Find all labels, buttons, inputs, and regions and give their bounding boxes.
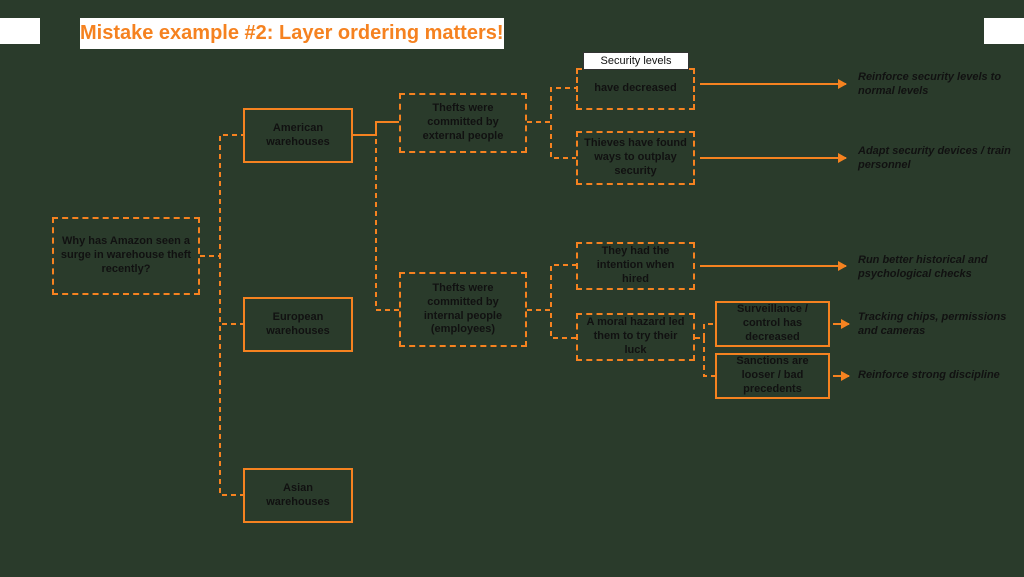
- corner-top-right: [984, 18, 1024, 44]
- annotation-a1: Reinforce security levels to normal leve…: [858, 71, 1013, 99]
- node-outplay: Thieves have found ways to outplay secur…: [576, 131, 695, 185]
- node-american: American warehouses: [243, 108, 353, 163]
- connector-5: [527, 88, 576, 122]
- node-internal: Thefts were committed by internal people…: [399, 272, 527, 347]
- node-intention: They had the intention when hired: [576, 242, 695, 290]
- slide-background: Mistake example #2: Layer ordering matte…: [0, 0, 1024, 577]
- connector-8: [527, 310, 576, 338]
- connector-1: [200, 256, 243, 324]
- security-levels-label: Security levels: [583, 52, 689, 70]
- arrow-r3: [700, 265, 846, 267]
- node-asian: Asian warehouses: [243, 468, 353, 523]
- annotation-a2: Adapt security devices / train personnel: [858, 145, 1013, 173]
- node-european: European warehouses: [243, 297, 353, 352]
- corner-top-left: [0, 18, 40, 44]
- annotation-a5: Reinforce strong discipline: [858, 369, 1013, 383]
- arrow-r2: [700, 157, 846, 159]
- node-moral: A moral hazard led them to try their luc…: [576, 313, 695, 361]
- node-external: Thefts were committed by external people: [399, 93, 527, 153]
- connector-0: [200, 135, 243, 256]
- connector-10: [695, 338, 715, 376]
- annotation-a4: Tracking chips, permissions and cameras: [858, 311, 1013, 339]
- annotation-a3: Run better historical and psychological …: [858, 254, 1013, 282]
- node-root: Why has Amazon seen a surge in warehouse…: [52, 217, 200, 295]
- node-sanctions: Sanctions are looser / bad precedents: [715, 353, 830, 399]
- arrow-r5: [833, 375, 849, 377]
- connector-2: [200, 256, 243, 495]
- connector-3: [353, 122, 399, 135]
- slide-title: Mistake example #2: Layer ordering matte…: [80, 18, 504, 49]
- arrow-r4: [833, 323, 849, 325]
- connector-9: [695, 324, 715, 338]
- connector-7: [527, 265, 576, 310]
- node-surveillance: Surveillance / control has decreased: [715, 301, 830, 347]
- arrow-r1: [700, 83, 846, 85]
- connector-6: [527, 122, 576, 158]
- security-levels-text: Security levels: [601, 55, 672, 67]
- node-sec_decreased: have decreased: [576, 68, 695, 110]
- connector-4: [353, 135, 399, 310]
